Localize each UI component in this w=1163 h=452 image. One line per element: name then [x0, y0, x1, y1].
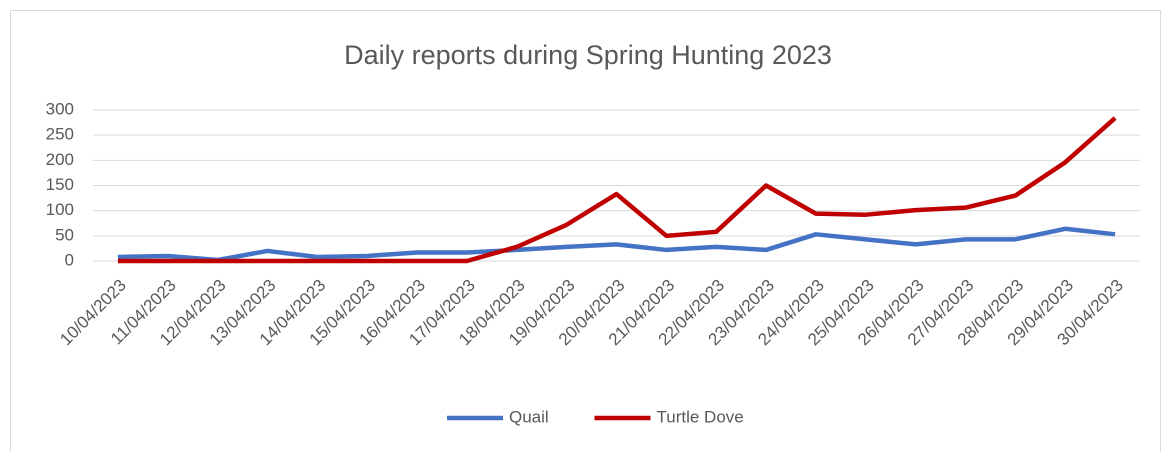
legend-label: Turtle Dove	[657, 407, 744, 426]
chart-title: Daily reports during Spring Hunting 2023	[344, 40, 832, 70]
y-tick-label: 0	[65, 250, 74, 269]
y-tick-label: 200	[46, 150, 74, 169]
y-tick-label: 150	[46, 175, 74, 194]
y-tick-label: 50	[55, 225, 74, 244]
series-line	[117, 226, 1116, 263]
y-tick-label: 250	[46, 125, 74, 144]
y-tick-label: 100	[46, 200, 74, 219]
chart-border	[10, 10, 1161, 452]
legend-label: Quail	[509, 407, 549, 426]
series-line	[117, 116, 1117, 264]
y-tick-label: 300	[46, 99, 74, 118]
